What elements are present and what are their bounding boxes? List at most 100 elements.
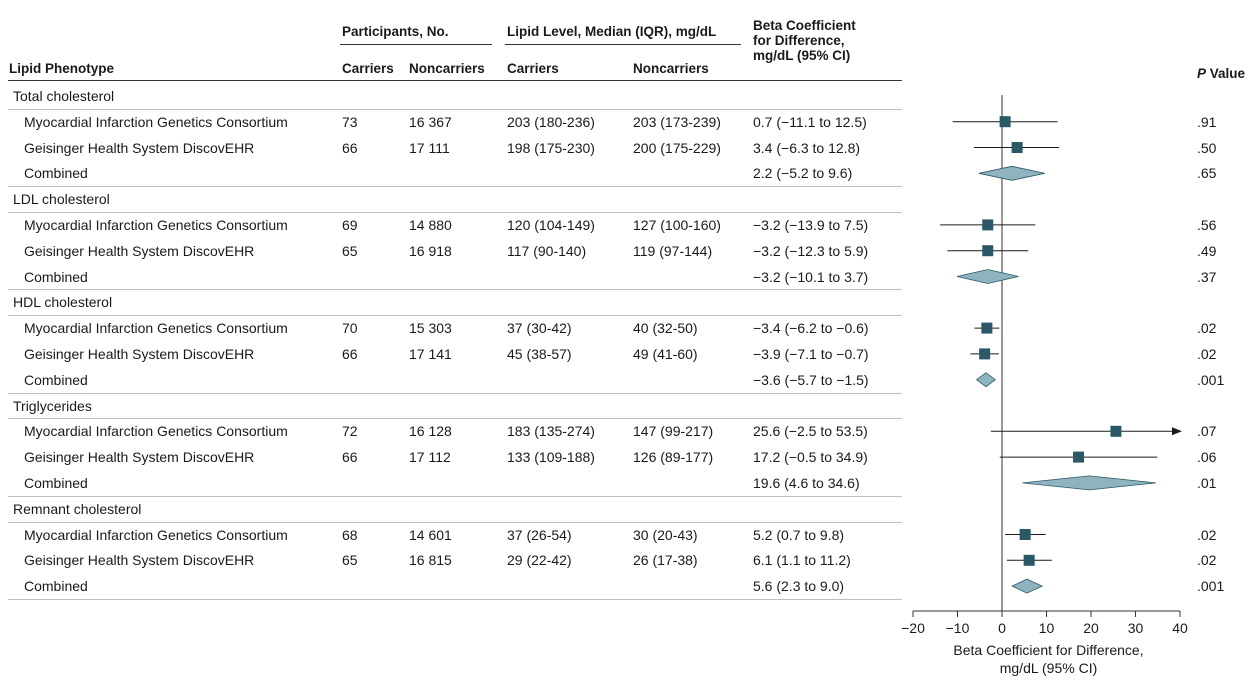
noncarriers-cell: 14 880 (409, 217, 452, 233)
study-cell: Geisinger Health System DiscovEHR (24, 139, 255, 156)
beta-cell: −3.9 (−7.1 to −0.7) (753, 346, 869, 362)
lipid-carriers-cell: 37 (30-42) (507, 320, 572, 337)
header-pvalue: P Value (1197, 66, 1245, 81)
noncarriers-cell: 14 601 (409, 526, 452, 543)
group-label: LDL cholesterol (13, 191, 110, 208)
lipid-noncarriers-cell: 30 (20-43) (633, 526, 698, 543)
row-divider (8, 186, 902, 188)
study-cell: Combined (24, 165, 88, 182)
lipid-noncarriers-cell: 200 (175-229) (633, 139, 721, 156)
x-axis-label-line1: Beta Coefficient for Difference, (953, 642, 1143, 658)
pvalue-cell: .02 (1197, 320, 1217, 337)
pvalue-cell: .50 (1197, 139, 1217, 156)
header-beta-line3: mg/dL (95% CI) (753, 48, 851, 63)
study-cell: Geisinger Health System DiscovEHR (24, 552, 255, 569)
lipid-noncarriers-cell: 203 (173-239) (633, 113, 721, 130)
header-beta-line2: for Difference, (753, 33, 845, 48)
carriers-cell: 68 (342, 526, 358, 543)
point-estimate (981, 322, 993, 334)
carriers-cell: 66 (342, 346, 358, 362)
carriers-cell: 65 (342, 552, 358, 569)
row-divider (8, 212, 902, 213)
point-estimate (982, 245, 994, 257)
group-label: Remnant cholesterol (13, 500, 142, 517)
lipid-noncarriers-cell: 49 (41-60) (633, 346, 698, 362)
combined-diamond (975, 372, 996, 388)
group-label: Total cholesterol (13, 88, 115, 104)
beta-cell: 19.6 (4.6 to 34.6) (753, 475, 860, 491)
header-pvalue-p: P (1197, 66, 1207, 81)
combined-diamond (1011, 578, 1044, 594)
beta-cell: 3.4 (−6.3 to 12.8) (753, 139, 861, 156)
study-cell: Geisinger Health System DiscovEHR (24, 346, 255, 362)
header-carriers: Carriers (342, 61, 394, 76)
noncarriers-cell: 16 918 (409, 242, 452, 259)
header-beta-line1: Beta Coefficient (753, 18, 856, 33)
study-cell: Myocardial Infarction Genetics Consortiu… (24, 526, 288, 543)
pvalue-cell: .001 (1197, 578, 1225, 595)
row-divider (8, 315, 902, 317)
beta-cell: −3.6 (−5.7 to −1.5) (753, 371, 869, 388)
lipid-noncarriers-cell: 119 (97-144) (633, 242, 713, 259)
x-tick-label: 40 (1172, 620, 1188, 636)
study-cell: Combined (24, 371, 88, 388)
study-cell: Geisinger Health System DiscovEHR (24, 449, 255, 466)
point-estimate (1023, 554, 1035, 566)
pvalue-cell: .49 (1197, 242, 1217, 259)
noncarriers-cell: 16 815 (409, 552, 452, 569)
carriers-cell: 70 (342, 320, 358, 337)
ci-arrow (1172, 427, 1182, 436)
lipid-carriers-cell: 203 (180-236) (507, 113, 595, 130)
group-label: HDL cholesterol (13, 294, 113, 311)
lipid-carriers-cell: 198 (175-230) (507, 139, 595, 156)
header-participants-underline (340, 44, 492, 45)
row-divider (8, 392, 902, 394)
row-divider (8, 289, 902, 291)
pvalue-cell: .65 (1197, 165, 1217, 182)
x-tick-label: 0 (998, 620, 1006, 636)
carriers-cell: 69 (342, 217, 358, 233)
noncarriers-cell: 15 303 (409, 320, 452, 337)
pvalue-cell: .02 (1197, 526, 1217, 543)
header-beta: Beta Coefficient for Difference, mg/dL (… (753, 18, 856, 63)
combined-diamond (1022, 475, 1157, 491)
lipid-noncarriers-cell: 126 (89-177) (633, 449, 714, 466)
lipid-noncarriers-cell: 26 (17-38) (633, 552, 698, 569)
study-cell: Myocardial Infarction Genetics Consortiu… (24, 423, 288, 440)
group-label: Triglycerides (13, 397, 92, 414)
carriers-cell: 72 (342, 423, 358, 440)
point-estimate (1019, 529, 1031, 540)
row-divider (8, 495, 902, 497)
x-tick-label: −20 (901, 620, 925, 636)
noncarriers-cell: 16 128 (409, 423, 452, 440)
pvalue-cell: .02 (1197, 552, 1217, 569)
carriers-cell: 66 (342, 449, 358, 466)
noncarriers-cell: 17 141 (409, 346, 452, 362)
row-divider (8, 418, 902, 420)
noncarriers-cell: 17 112 (409, 449, 451, 466)
x-axis-label-line2: mg/dL (95% CI) (1000, 660, 1098, 676)
study-cell: Combined (24, 268, 88, 285)
carriers-cell: 73 (342, 113, 358, 130)
header-lipid-level: Lipid Level, Median (IQR), mg/dL (507, 24, 717, 39)
study-cell: Myocardial Infarction Genetics Consortiu… (24, 113, 288, 130)
header-rule (8, 80, 902, 81)
point-estimate (1011, 142, 1023, 153)
carriers-cell: 66 (342, 139, 358, 156)
pvalue-cell: .001 (1197, 371, 1225, 388)
point-estimate (1110, 425, 1122, 437)
carriers-cell: 65 (342, 242, 358, 259)
point-estimate (1073, 451, 1085, 463)
x-tick-label: 30 (1128, 620, 1144, 636)
point-estimate (982, 219, 994, 231)
header-pvalue-label: Value (1206, 66, 1246, 81)
pvalue-cell: .02 (1197, 346, 1217, 362)
pvalue-cell: .91 (1197, 113, 1217, 130)
x-axis-label: Beta Coefficient for Difference, mg/dL (9… (953, 642, 1143, 676)
lipid-carriers-cell: 45 (38-57) (507, 346, 572, 362)
header-lipid-underline (505, 44, 741, 45)
lipid-carriers-cell: 120 (104-149) (507, 217, 595, 233)
header-noncarriers: Noncarriers (409, 61, 485, 76)
beta-cell: 0.7 (−11.1 to 12.5) (753, 113, 867, 130)
pvalue-cell: .56 (1197, 217, 1217, 233)
